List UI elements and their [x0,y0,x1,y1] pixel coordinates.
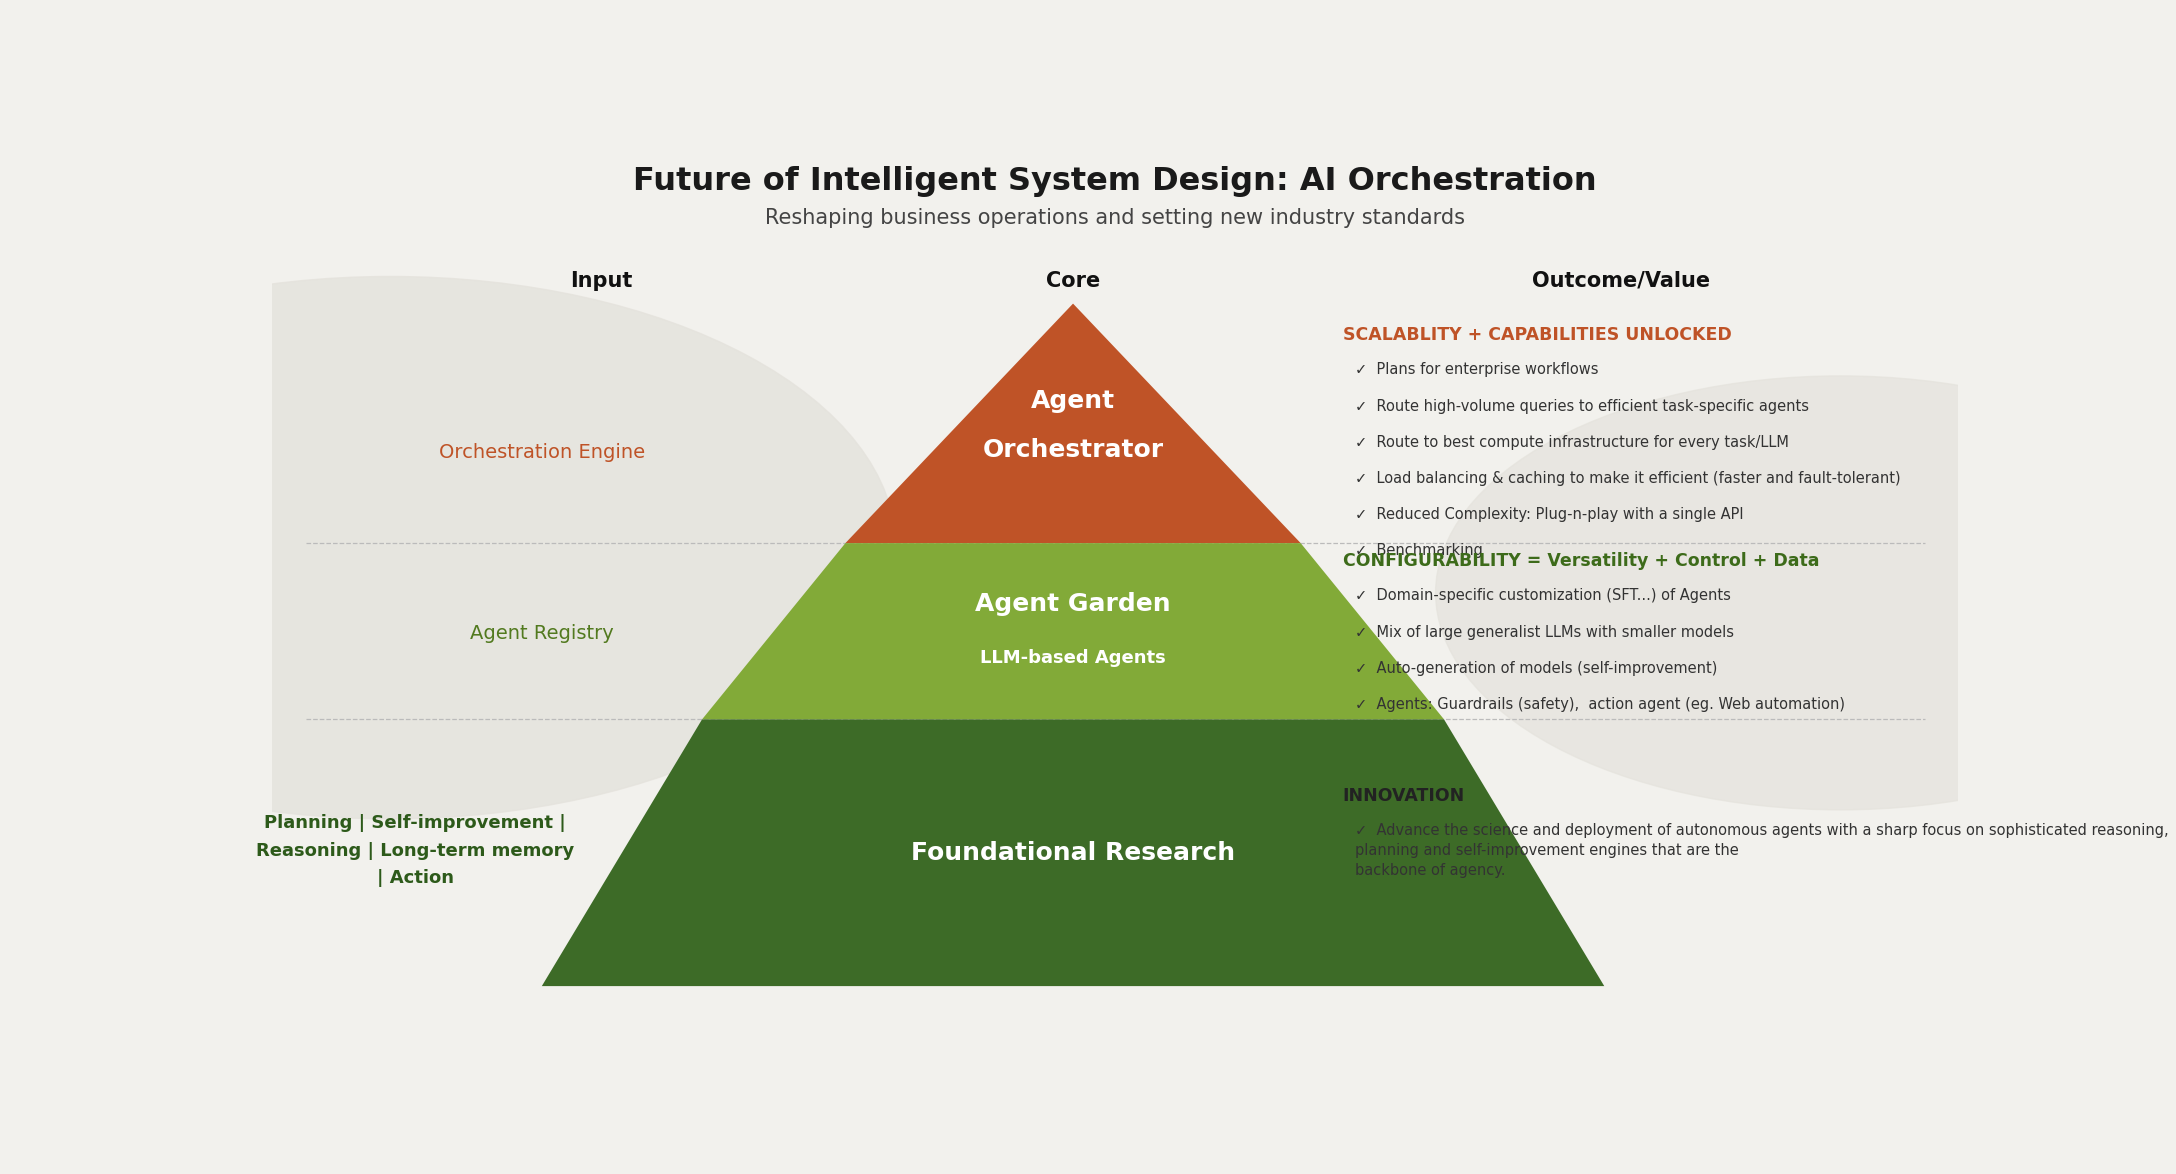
Text: Agent Garden: Agent Garden [975,592,1171,616]
Text: Reshaping business operations and setting new industry standards: Reshaping business operations and settin… [766,208,1464,228]
Text: Agent: Agent [1031,389,1114,413]
Text: Planning | Self-improvement |
Reasoning | Long-term memory
| Action: Planning | Self-improvement | Reasoning … [257,815,574,886]
Text: ✓  Mix of large generalist LLMs with smaller models: ✓ Mix of large generalist LLMs with smal… [1356,625,1734,640]
Polygon shape [844,304,1301,544]
Polygon shape [703,544,1445,720]
Text: SCALABLITY + CAPABILITIES UNLOCKED: SCALABLITY + CAPABILITIES UNLOCKED [1343,326,1732,344]
Text: Outcome/Value: Outcome/Value [1532,271,1710,291]
Text: ✓  Load balancing & caching to make it efficient (faster and fault-tolerant): ✓ Load balancing & caching to make it ef… [1356,471,1900,486]
Text: Orchestration Engine: Orchestration Engine [440,444,644,463]
Text: ✓  Auto-generation of models (self-improvement): ✓ Auto-generation of models (self-improv… [1356,661,1717,676]
Text: ✓  Plans for enterprise workflows: ✓ Plans for enterprise workflows [1356,363,1597,377]
Text: ✓  Route to best compute infrastructure for every task/LLM: ✓ Route to best compute infrastructure f… [1356,434,1789,450]
Text: Foundational Research: Foundational Research [912,841,1236,865]
Text: CONFIGURABILITY = Versatility + Control + Data: CONFIGURABILITY = Versatility + Control … [1343,552,1819,571]
Text: LLM-based Agents: LLM-based Agents [979,649,1166,667]
Polygon shape [542,720,1604,986]
Text: ✓  Advance the science and deployment of autonomous agents with a sharp focus on: ✓ Advance the science and deployment of … [1356,823,2167,878]
Text: ✓  Benchmarking: ✓ Benchmarking [1356,544,1482,558]
Text: Input: Input [570,271,631,291]
Text: Core: Core [1047,271,1101,291]
Text: Future of Intelligent System Design: AI Orchestration: Future of Intelligent System Design: AI … [633,166,1597,197]
Text: Orchestrator: Orchestrator [984,439,1164,463]
Text: Agent Registry: Agent Registry [470,625,614,643]
Text: ✓  Reduced Complexity: Plug-n-play with a single API: ✓ Reduced Complexity: Plug-n-play with a… [1356,507,1743,522]
Text: INNOVATION: INNOVATION [1343,788,1464,805]
Circle shape [0,276,897,818]
Text: ✓  Agents: Guardrails (safety),  action agent (eg. Web automation): ✓ Agents: Guardrails (safety), action ag… [1356,697,1845,711]
Text: ✓  Route high-volume queries to efficient task-specific agents: ✓ Route high-volume queries to efficient… [1356,398,1808,413]
Circle shape [1436,376,2176,810]
Text: ✓  Domain-specific customization (SFT...) of Agents: ✓ Domain-specific customization (SFT...)… [1356,588,1730,603]
